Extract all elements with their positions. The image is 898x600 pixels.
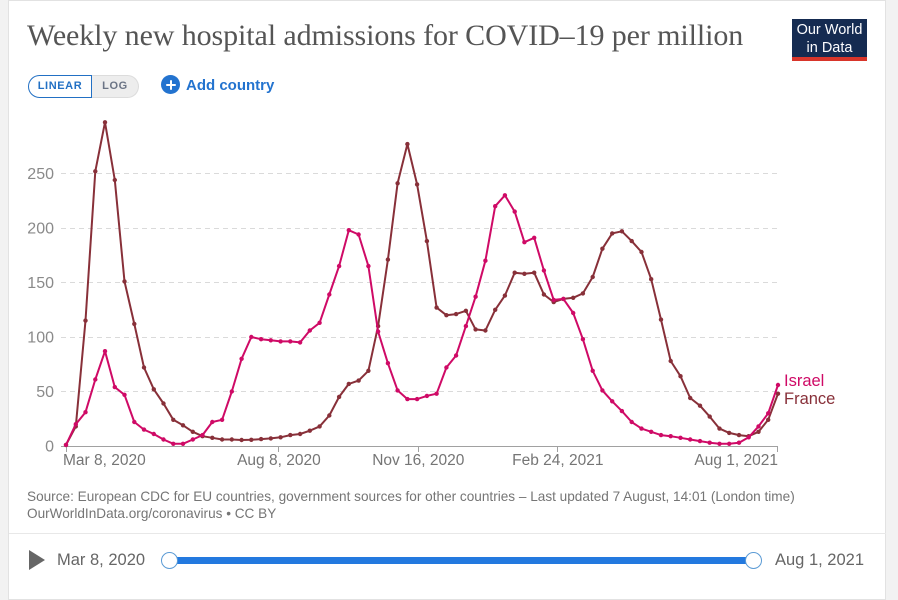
svg-text:0: 0 — [45, 439, 54, 456]
svg-text:Mar 8, 2020: Mar 8, 2020 — [63, 452, 146, 469]
svg-text:200: 200 — [27, 221, 54, 238]
svg-text:Aug 1, 2021: Aug 1, 2021 — [694, 452, 778, 469]
svg-text:250: 250 — [27, 166, 54, 183]
svg-text:150: 150 — [27, 275, 54, 292]
svg-text:Israel: Israel — [784, 372, 824, 390]
svg-text:Nov 16, 2020: Nov 16, 2020 — [372, 452, 465, 469]
svg-text:50: 50 — [36, 384, 54, 401]
svg-text:100: 100 — [27, 330, 54, 347]
svg-text:France: France — [784, 390, 835, 408]
svg-text:Aug 8, 2020: Aug 8, 2020 — [237, 452, 321, 469]
svg-text:Feb 24, 2021: Feb 24, 2021 — [512, 452, 603, 469]
